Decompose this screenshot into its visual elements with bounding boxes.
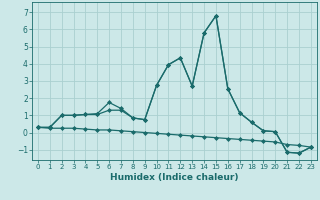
X-axis label: Humidex (Indice chaleur): Humidex (Indice chaleur) (110, 173, 239, 182)
